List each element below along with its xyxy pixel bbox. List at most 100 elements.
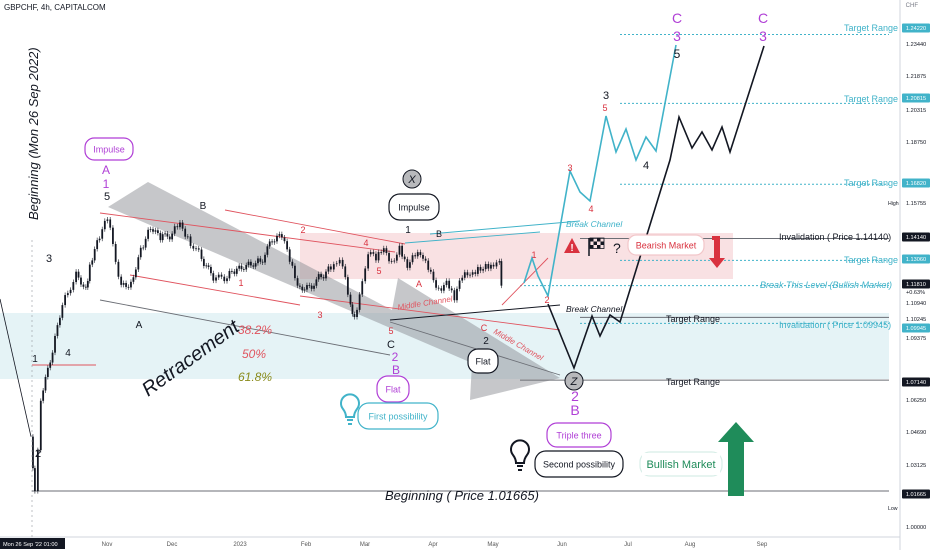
candle-body xyxy=(268,241,271,247)
candle-body xyxy=(492,264,495,267)
candle-body xyxy=(125,283,127,287)
first-possibility-bubble: First possibility xyxy=(357,402,439,430)
candle-body xyxy=(235,268,238,274)
candle-body xyxy=(283,237,286,242)
time-tick-label: Jun xyxy=(557,542,567,548)
candle-body xyxy=(103,220,106,230)
wave-label: 3 xyxy=(603,90,609,102)
fib-618: 61.8% xyxy=(238,370,272,384)
candle-body xyxy=(419,252,422,256)
scale-tick-label: 1.11810 xyxy=(906,282,926,288)
candle-body xyxy=(273,241,276,243)
time-tick-label: May xyxy=(487,542,498,548)
wave-label: 3 xyxy=(46,253,52,265)
scale-tick-label: 1.01665 xyxy=(906,492,926,498)
candle-body xyxy=(215,277,217,281)
symbol-header: GBPCHF, 4h, CAPITALCOM xyxy=(4,3,106,12)
beginning-vertical-label: Beginning (Mon 26 Sep 2022) xyxy=(26,47,41,220)
candle-body xyxy=(238,265,241,269)
channel-line xyxy=(389,321,561,376)
candle-body xyxy=(291,261,294,266)
wave-label: 4 xyxy=(643,160,649,172)
candle-body xyxy=(414,255,417,257)
break-channel-label: Break Channel xyxy=(566,304,623,314)
break-channel-line xyxy=(389,304,561,321)
candle-body xyxy=(164,233,166,235)
fib-50: 50% xyxy=(242,347,266,361)
candle-body xyxy=(82,284,85,287)
candle-body xyxy=(114,243,117,262)
candle-body xyxy=(127,286,130,288)
candle-body xyxy=(322,277,325,279)
candle-body xyxy=(463,272,466,278)
candle-body xyxy=(403,256,406,260)
wave-label: A xyxy=(416,279,422,289)
candle-body xyxy=(310,285,313,289)
wave-label: C xyxy=(758,10,768,26)
scale-tick-label: 1.07140 xyxy=(906,380,926,386)
wave-label: 5 xyxy=(602,103,607,113)
candle-body xyxy=(453,290,456,301)
candle-body xyxy=(474,272,477,274)
channel-line xyxy=(404,231,541,244)
candle-body xyxy=(176,226,179,228)
level-label: Target Range xyxy=(844,94,898,104)
candle-body xyxy=(142,247,145,249)
candle-body xyxy=(266,246,269,255)
candle-body xyxy=(377,252,380,261)
candle-body xyxy=(353,314,356,318)
time-cursor-badge xyxy=(0,538,65,549)
wave-z-text: Z xyxy=(570,376,579,388)
wave-label: A xyxy=(102,163,110,177)
candle-body xyxy=(280,234,283,238)
candle-body xyxy=(278,234,281,236)
candle-body xyxy=(189,236,192,246)
lightbulb-icon-blue xyxy=(340,393,360,425)
wave-label: A xyxy=(136,320,143,331)
candle-body xyxy=(395,254,398,261)
wave-label: 1 xyxy=(103,177,110,191)
candle-body xyxy=(184,228,187,237)
flat-bubble-1-text: Flat xyxy=(385,385,401,395)
scale-tick-label: 1.16820 xyxy=(906,181,926,187)
candle-body xyxy=(252,265,255,267)
scale-price-badge xyxy=(902,23,930,33)
candle-body xyxy=(159,233,162,241)
candle-body xyxy=(44,376,47,391)
wave-label: 2 xyxy=(300,225,305,235)
wave-label: 2 xyxy=(544,295,549,305)
candle-body xyxy=(154,230,157,232)
time-tick-label: Nov xyxy=(102,542,113,548)
wave-label: 1 xyxy=(405,225,411,236)
candle-body xyxy=(205,265,208,267)
scale-tick-label: +0.63% xyxy=(906,290,925,296)
scale-price-badge xyxy=(902,323,930,333)
price-scale-bg xyxy=(900,0,932,550)
candle-body xyxy=(75,271,77,283)
candle-body xyxy=(137,257,140,270)
candle-body xyxy=(88,264,91,282)
candle-body xyxy=(341,259,344,267)
channel-line xyxy=(129,274,301,306)
candle-body xyxy=(484,263,487,270)
wave-label: 3 xyxy=(673,28,681,44)
candle-body xyxy=(364,268,367,282)
candle-body xyxy=(250,261,252,266)
candle-body xyxy=(39,400,42,451)
candle-body xyxy=(207,265,210,267)
wave-label: B xyxy=(436,229,442,239)
second-possibility-bubble: Second possibility xyxy=(534,450,624,478)
scale-tick-label: 1.14140 xyxy=(906,235,926,241)
candle-body xyxy=(181,222,184,229)
candle-body xyxy=(84,286,87,288)
candle-body xyxy=(450,288,453,291)
time-tick-label: Dec xyxy=(167,542,178,548)
candle-body xyxy=(393,260,396,262)
candle-body xyxy=(192,245,195,249)
second-possibility-bubble-text: Second possibility xyxy=(543,460,616,470)
wave-label: C xyxy=(672,10,682,26)
candle-body xyxy=(443,285,445,291)
scale-tick-label: 1.24220 xyxy=(906,26,926,32)
flat-bubble-2-text: Flat xyxy=(475,357,491,367)
